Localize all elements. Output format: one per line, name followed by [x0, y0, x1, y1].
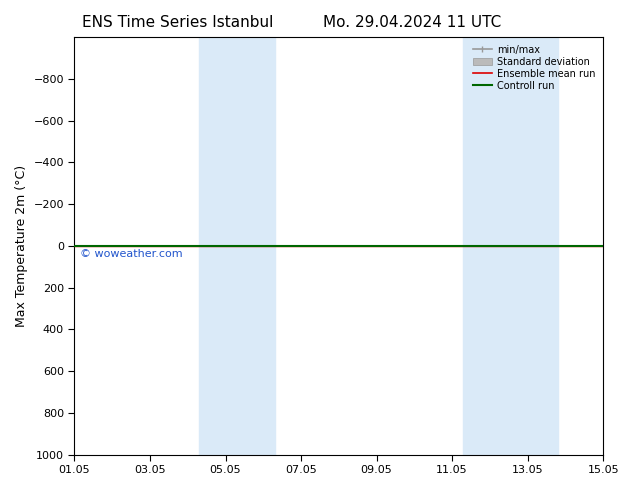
Text: ENS Time Series Istanbul: ENS Time Series Istanbul [82, 15, 273, 30]
Legend: min/max, Standard deviation, Ensemble mean run, Controll run: min/max, Standard deviation, Ensemble me… [470, 42, 598, 94]
Bar [463, 37, 558, 455]
Text: Mo. 29.04.2024 11 UTC: Mo. 29.04.2024 11 UTC [323, 15, 501, 30]
Text: © woweather.com: © woweather.com [80, 249, 183, 259]
Y-axis label: Max Temperature 2m (°C): Max Temperature 2m (°C) [15, 165, 28, 327]
Bar [199, 37, 275, 455]
